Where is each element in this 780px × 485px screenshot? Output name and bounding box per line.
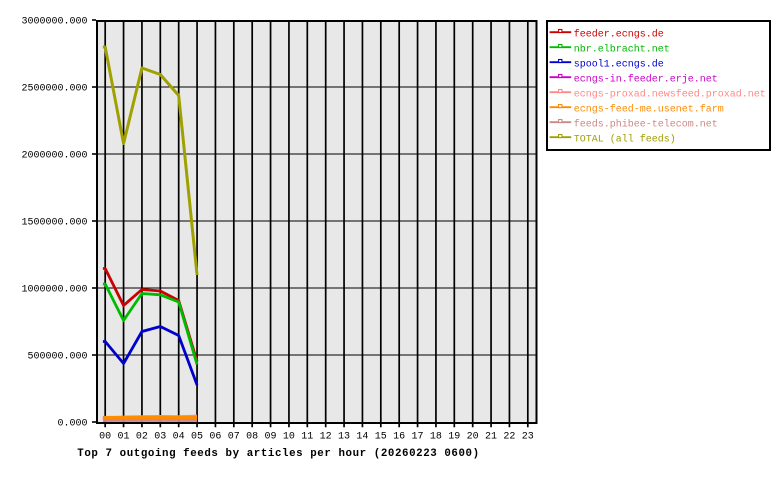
svg-text:0.000: 0.000 (57, 419, 87, 430)
svg-text:nbr.elbracht.net: nbr.elbracht.net (574, 43, 670, 55)
svg-text:20: 20 (467, 432, 479, 443)
svg-text:13: 13 (338, 432, 350, 443)
svg-text:ecngs-proxad.newsfeed.proxad.n: ecngs-proxad.newsfeed.proxad.net (574, 88, 766, 100)
svg-text:TOTAL (all feeds): TOTAL (all feeds) (574, 133, 676, 145)
svg-text:ecngs-in.feeder.erje.net: ecngs-in.feeder.erje.net (574, 73, 718, 85)
svg-text:11: 11 (301, 432, 313, 443)
svg-text:05: 05 (191, 432, 203, 443)
svg-text:21: 21 (485, 432, 497, 443)
svg-text:09: 09 (265, 432, 277, 443)
svg-text:2500000.000: 2500000.000 (21, 84, 87, 95)
svg-text:3000000.000: 3000000.000 (21, 17, 87, 28)
svg-text:500000.000: 500000.000 (27, 352, 87, 363)
svg-text:feeds.phibee-telecom.net: feeds.phibee-telecom.net (574, 118, 718, 130)
svg-text:22: 22 (503, 432, 515, 443)
svg-text:2000000.000: 2000000.000 (21, 151, 87, 162)
svg-text:ecngs-feed-me.usenet.farm: ecngs-feed-me.usenet.farm (574, 103, 724, 115)
svg-text:19: 19 (448, 432, 460, 443)
svg-text:10: 10 (283, 432, 295, 443)
svg-text:1000000.000: 1000000.000 (21, 285, 87, 296)
svg-text:06: 06 (209, 432, 221, 443)
svg-text:Top 7 outgoing feeds by articl: Top 7 outgoing feeds by articles per hou… (77, 448, 479, 460)
svg-text:12: 12 (320, 432, 332, 443)
svg-text:07: 07 (228, 432, 240, 443)
svg-text:03: 03 (154, 432, 166, 443)
svg-text:17: 17 (412, 432, 424, 443)
svg-text:14: 14 (356, 432, 368, 443)
svg-text:feeder.ecngs.de: feeder.ecngs.de (574, 28, 664, 40)
svg-text:01: 01 (118, 432, 130, 443)
svg-text:23: 23 (522, 432, 534, 443)
svg-text:08: 08 (246, 432, 258, 443)
svg-text:15: 15 (375, 432, 387, 443)
svg-text:spool1.ecngs.de: spool1.ecngs.de (574, 58, 664, 70)
svg-text:02: 02 (136, 432, 148, 443)
svg-text:16: 16 (393, 432, 405, 443)
svg-text:18: 18 (430, 432, 442, 443)
svg-text:00: 00 (99, 432, 111, 443)
svg-text:04: 04 (173, 432, 185, 443)
svg-text:1500000.000: 1500000.000 (21, 218, 87, 229)
